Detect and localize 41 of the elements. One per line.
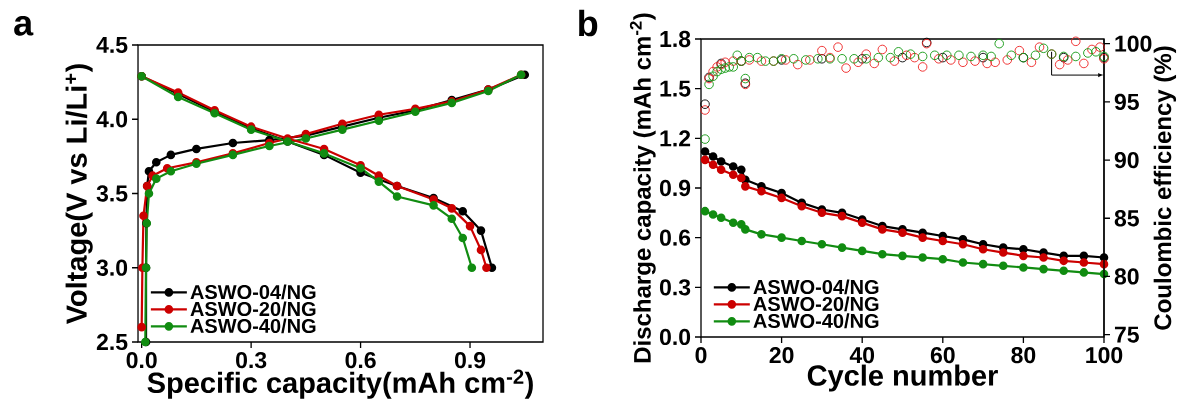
x-tick-label: 40 [849, 346, 875, 364]
legend-label: ASWO-04/NG [753, 279, 879, 295]
legend-label: ASWO-04/NG [190, 284, 316, 300]
x-tick-label: 0.6 [345, 351, 376, 369]
y-tick-label: 0.3 [659, 279, 691, 296]
y-tick-label: 4.0 [96, 111, 128, 128]
y-tick-label: 1.8 [660, 30, 691, 48]
y-tick-label: 0.9 [659, 179, 691, 197]
text: a [14, 15, 34, 36]
y2-tick-label: 85 [1114, 210, 1139, 227]
legend-label: ASWO-20/NG [753, 296, 879, 312]
y-tick-label: 3.0 [96, 259, 128, 276]
y2-tick-label: 80 [1114, 268, 1139, 285]
legend-label: ASWO-20/NG [190, 301, 316, 317]
y2-tick-label: 75 [1114, 326, 1139, 343]
y-axis-title: Voltage(V vs Li/Li$^{+}$) [65, 64, 93, 325]
x-tick-label: 0.9 [454, 351, 486, 369]
x-tick-label: 0.3 [236, 351, 267, 369]
y2-tick-label: 90 [1114, 151, 1139, 169]
legend-label: ASWO-40/NG [753, 313, 879, 329]
y-tick-label: 0.0 [659, 328, 691, 346]
y2-tick-label: 100 [1115, 35, 1152, 52]
x-tick-label: 0.0 [126, 351, 157, 369]
y-tick-label: 1.5 [660, 80, 691, 97]
y-tick-label: 4.5 [96, 36, 128, 54]
y-tick-label: 2.5 [96, 333, 128, 351]
x-tick-label: 0 [695, 346, 707, 364]
x-tick-label: 100 [1086, 346, 1123, 364]
text: b [579, 9, 598, 37]
x-axis-title: Cycle number [807, 364, 998, 392]
x-tick-label: 60 [930, 346, 955, 364]
x-axis-title: Specific capacity(mAh cm$^{-2}$) [147, 369, 533, 399]
legend-label: ASWO-40/NG [190, 318, 316, 334]
y2-axis-title: Coulombic efficiency (%) [1153, 46, 1177, 330]
y-axis-title: Discharge capacity (mAh cm$^{-2}$) [629, 13, 656, 363]
x-tick-label: 80 [1011, 346, 1036, 364]
y-tick-label: 0.6 [659, 229, 691, 246]
y-tick-label: 1.2 [660, 130, 691, 147]
x-tick-label: 20 [769, 346, 794, 364]
y2-tick-label: 95 [1114, 93, 1139, 110]
y-tick-label: 3.5 [96, 185, 128, 202]
